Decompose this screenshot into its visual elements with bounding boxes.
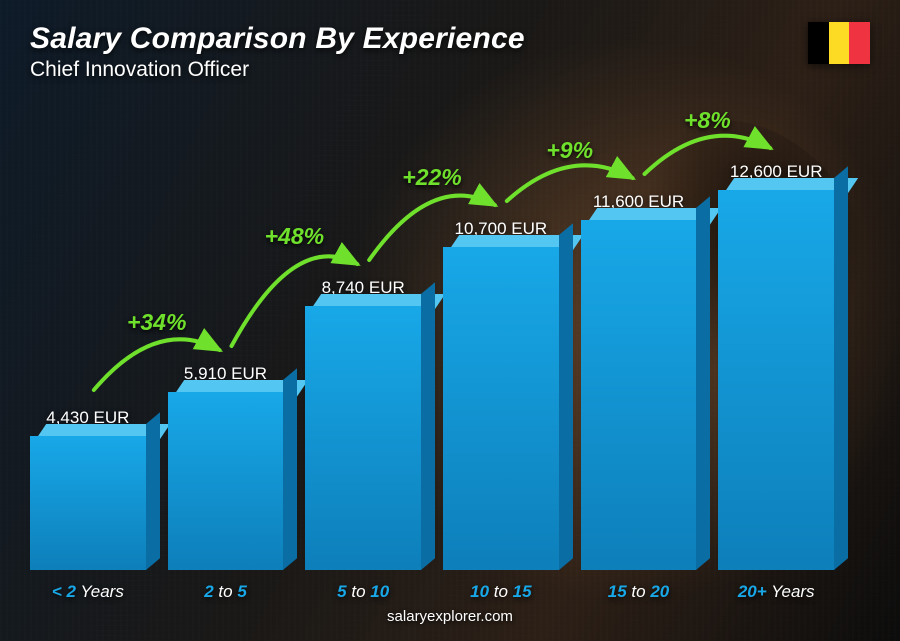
cat-dim: Years bbox=[767, 582, 815, 601]
flag-stripe-3 bbox=[849, 22, 870, 64]
bar-slot: 8,740 EUR bbox=[305, 278, 421, 570]
category-labels: < 2 Years 2 to 5 5 to 10 10 to 15 15 to … bbox=[30, 582, 834, 602]
cat-strong: < 2 bbox=[52, 582, 76, 601]
category-label: 20+ Years bbox=[718, 582, 834, 602]
bar bbox=[168, 392, 284, 570]
bar-side-face bbox=[834, 166, 848, 570]
category-label: 2 to 5 bbox=[168, 582, 284, 602]
bars-wrap: 4,430 EUR 5,910 EUR 8,740 EUR bbox=[30, 92, 834, 570]
bar-side-face bbox=[559, 223, 573, 570]
bar bbox=[443, 247, 559, 570]
bar-slot: 11,600 EUR bbox=[581, 192, 697, 570]
bar-front-face bbox=[443, 247, 559, 570]
bar-front-face bbox=[168, 392, 284, 570]
bar-slot: 12,600 EUR bbox=[718, 162, 834, 570]
footer-text: salaryexplorer.com bbox=[30, 602, 870, 625]
bar bbox=[305, 306, 421, 570]
cat-dim: to bbox=[214, 582, 238, 601]
bar-side-face bbox=[283, 368, 297, 570]
chart-container: Salary Comparison By Experience Chief In… bbox=[0, 0, 900, 641]
bar-slot: 10,700 EUR bbox=[443, 219, 559, 570]
cat-strong: 5 bbox=[237, 582, 246, 601]
bar-front-face bbox=[30, 436, 146, 570]
cat-strong: 10 bbox=[470, 582, 489, 601]
page-subtitle: Chief Innovation Officer bbox=[30, 58, 870, 82]
bar bbox=[581, 220, 697, 570]
category-label: 10 to 15 bbox=[443, 582, 559, 602]
category-label: < 2 Years bbox=[30, 582, 146, 602]
bar-front-face bbox=[581, 220, 697, 570]
chart-area: 4,430 EUR 5,910 EUR 8,740 EUR bbox=[30, 92, 834, 602]
category-label: 15 to 20 bbox=[581, 582, 697, 602]
flag-icon bbox=[808, 22, 870, 64]
bar bbox=[30, 436, 146, 570]
bar-side-face bbox=[146, 412, 160, 570]
cat-strong: 2 bbox=[204, 582, 213, 601]
bar-side-face bbox=[421, 282, 435, 570]
bar-slot: 4,430 EUR bbox=[30, 408, 146, 570]
cat-strong: 15 bbox=[513, 582, 532, 601]
category-label: 5 to 10 bbox=[305, 582, 421, 602]
cat-strong: 20+ bbox=[738, 582, 767, 601]
flag-stripe-1 bbox=[808, 22, 829, 64]
cat-dim: to bbox=[347, 582, 371, 601]
cat-strong: 5 bbox=[337, 582, 346, 601]
bar-front-face bbox=[305, 306, 421, 570]
cat-strong: 20 bbox=[650, 582, 669, 601]
cat-dim: Years bbox=[76, 582, 124, 601]
header: Salary Comparison By Experience Chief In… bbox=[30, 22, 870, 82]
cat-strong: 15 bbox=[608, 582, 627, 601]
bar bbox=[718, 190, 834, 570]
cat-dim: to bbox=[489, 582, 513, 601]
flag-stripe-2 bbox=[829, 22, 850, 64]
cat-strong: 10 bbox=[370, 582, 389, 601]
cat-dim: to bbox=[627, 582, 651, 601]
bar-front-face bbox=[718, 190, 834, 570]
bar-slot: 5,910 EUR bbox=[168, 364, 284, 570]
bar-side-face bbox=[696, 196, 710, 570]
page-title: Salary Comparison By Experience bbox=[30, 22, 870, 56]
